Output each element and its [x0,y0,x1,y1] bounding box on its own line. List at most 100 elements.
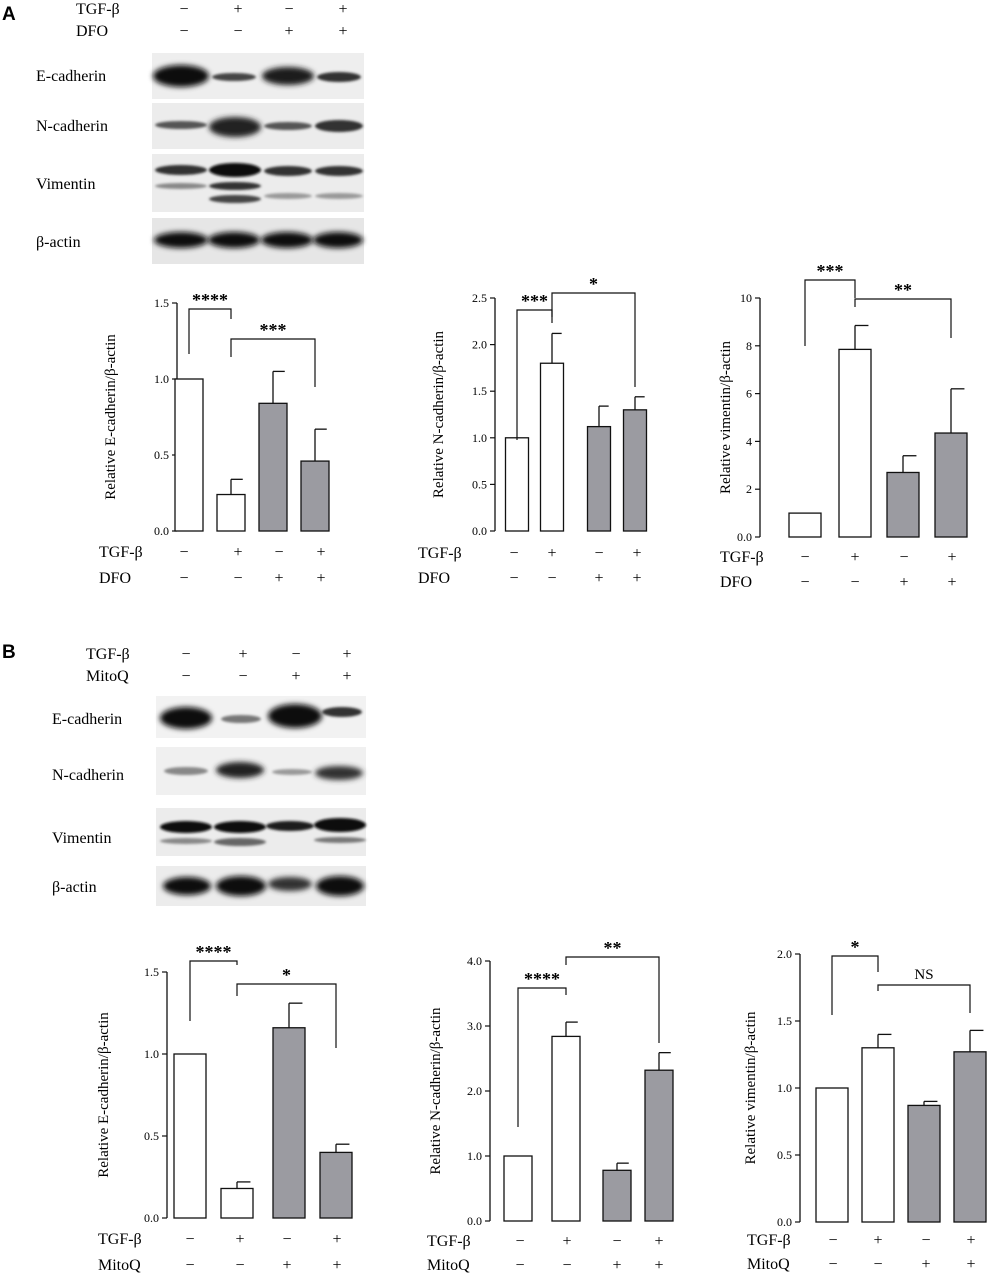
blot-a-image [152,53,364,264]
y-tick-label: 2.0 [472,338,487,352]
bar [174,378,204,532]
blot-strip-a-ecad [152,53,364,99]
bar [861,1047,895,1223]
blot-b-image [156,696,366,906]
treatment-label: TGF-β [427,1233,471,1250]
blot-b-sign: − [238,668,247,685]
treatment-sign: + [594,570,603,587]
treatment-sign: + [947,574,956,591]
treatment-sign: + [850,549,859,566]
blot-a-treatments: TGF-β − + − + DFO − − + + [76,1,348,40]
treatment-sign: + [274,570,283,587]
treatment-sign: + [316,544,325,561]
y-tick-label: 1.0 [467,1149,482,1163]
bar [539,362,565,532]
y-tick-label: 0.0 [472,524,487,538]
significance-label: **** [524,969,560,989]
y-tick-label: 0.5 [472,477,487,491]
treatment-sign: + [947,549,956,566]
treatment-label: MitoQ [747,1256,790,1273]
blot-a-protein-label: E-cadherin [36,68,106,85]
treatment-sign: − [235,1257,244,1274]
y-tick-label: 10 [740,291,752,305]
y-tick-label: 1.5 [777,1014,792,1028]
treatment-sign: + [921,1256,930,1273]
y-tick-label: 0.0 [144,1211,159,1225]
bar [319,1151,353,1219]
treatment-sign: − [828,1256,837,1273]
treatment-label: TGF-β [747,1232,791,1249]
bar [551,1035,581,1222]
panel-letter-b: B [2,642,16,663]
bar [173,1053,207,1219]
blot-b-sign: + [238,646,247,663]
significance-bracket [188,308,232,354]
significance-label: **** [192,290,228,310]
bar [586,425,612,532]
significance-label: *** [521,291,548,311]
treatment-sign: − [185,1257,194,1274]
treatment-sign: − [274,544,283,561]
treatment-label: MitoQ [98,1257,141,1274]
treatment-sign: + [966,1232,975,1249]
treatment-sign: + [654,1233,663,1250]
significance-bracket [236,983,337,1048]
bar [788,512,822,538]
treatment-sign: − [515,1233,524,1250]
y-tick-label: 1.0 [472,431,487,445]
blot-strip-b-ecad [156,696,366,738]
y-tick-label: 1.5 [144,965,159,979]
treatment-sign: − [873,1256,882,1273]
significance-label: NS [914,967,933,983]
blot-b-sign: + [291,668,300,685]
treatment-sign: + [654,1257,663,1274]
treatment-sign: − [509,545,518,562]
blot-a-protein-label: β-actin [36,234,81,251]
blot-a-sign: + [284,23,293,40]
bar [220,1187,254,1219]
treatment-sign: + [332,1231,341,1248]
y-axis-label: Relative E-cadherin/β-actin [103,334,119,500]
y-tick-label: 0.0 [737,530,752,544]
y-tick-label: 3.0 [467,1019,482,1033]
blot-strip-b-ncad [156,747,366,795]
treatment-label: DFO [418,570,450,587]
blot-b-protein-label: Vimentin [52,830,111,847]
blot-a-protein-labels: E-cadherin N-cadherin Vimentin β-actin [36,68,108,251]
significance-bracket [551,292,636,387]
blot-b-treatment-label: MitoQ [86,668,129,685]
significance-bracket [189,960,238,1021]
y-tick-label: 2.0 [467,1084,482,1098]
treatment-sign: + [562,1233,571,1250]
chart-5: 0.0 1.0 2.0 3.0 4.0 Relative N-cadherin/β-act… [427,938,674,1274]
treatment-label: MitoQ [427,1257,470,1274]
treatment-sign: − [179,570,188,587]
bar [622,409,648,532]
significance-bracket [877,984,971,1013]
blot-strip-a-actin [152,218,364,264]
significance-bracket [854,298,952,338]
treatment-label: TGF-β [99,544,143,561]
significance-bracket [517,987,567,1127]
treatment-sign: − [800,549,809,566]
blot-a-sign: − [233,23,242,40]
treatment-sign: − [179,544,188,561]
bar [644,1069,674,1222]
y-axis-label: Relative N-cadherin/β-actin [431,330,447,498]
treatment-sign: − [185,1231,194,1248]
chart-2: 0.0 0.5 1.0 1.5 2.0 2.5 Relative N-cadherin/β-… [418,274,648,587]
charts-layer: 0.0 0.5 1.0 1.5 Relative E-cadherin/β-actin *… [96,261,987,1274]
treatment-sign: + [899,574,908,591]
treatment-sign: + [632,570,641,587]
blot-b-protein-label: N-cadherin [52,767,124,784]
blot-a-sign: + [338,23,347,40]
treatment-sign: + [632,545,641,562]
bar [886,471,920,538]
significance-label: **** [196,942,232,962]
bar [934,432,968,538]
blot-b-protein-label: β-actin [52,879,97,896]
y-tick-label: 6 [746,387,752,401]
blot-b-sign: − [181,646,190,663]
treatment-sign: + [233,544,242,561]
